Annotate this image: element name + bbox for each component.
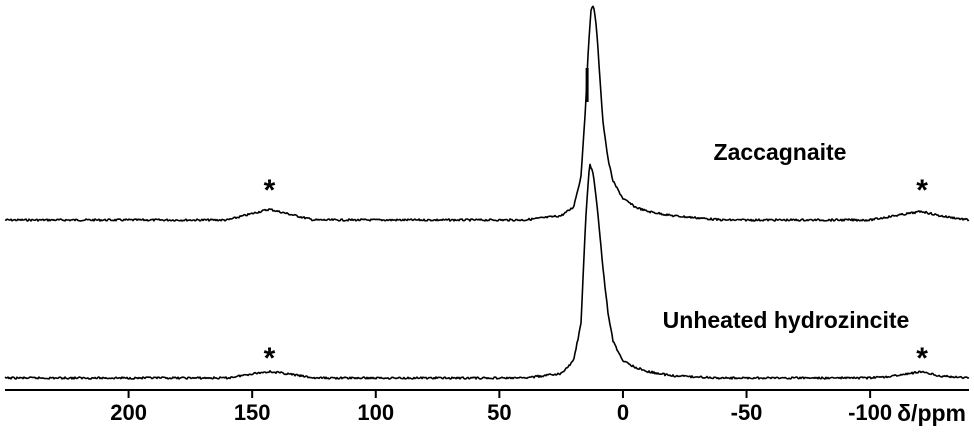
sideband-asterisk: * bbox=[916, 174, 928, 207]
sideband-asterisk: * bbox=[264, 342, 276, 375]
sideband-asterisk: * bbox=[264, 174, 276, 207]
x-tick-label: 150 bbox=[234, 400, 271, 425]
series-label-unheated-hydrozincite: Unheated hydrozincite bbox=[663, 307, 910, 333]
x-tick-label: -100 bbox=[848, 400, 892, 425]
series-label-zaccagnaite: Zaccagnaite bbox=[714, 139, 847, 165]
x-axis-ticks: 200 150 100 50 0 -50 -100 bbox=[110, 390, 892, 425]
spectrum-trace-zaccagnaite bbox=[4, 5, 970, 222]
spectrum-trace-unheated-hydrozincite bbox=[4, 163, 970, 380]
x-tick-label: 50 bbox=[487, 400, 511, 425]
sideband-asterisk: * bbox=[916, 342, 928, 375]
x-tick-label: 0 bbox=[617, 400, 629, 425]
series-labels: Zaccagnaite Unheated hydrozincite bbox=[663, 139, 910, 333]
spectrum-traces bbox=[4, 5, 970, 380]
spinning-sideband-markers: * * * * bbox=[264, 174, 929, 375]
x-tick-label: 200 bbox=[110, 400, 147, 425]
x-axis-label: δ/ppm bbox=[897, 400, 966, 426]
x-tick-label: -50 bbox=[731, 400, 763, 425]
x-tick-label: 100 bbox=[357, 400, 394, 425]
